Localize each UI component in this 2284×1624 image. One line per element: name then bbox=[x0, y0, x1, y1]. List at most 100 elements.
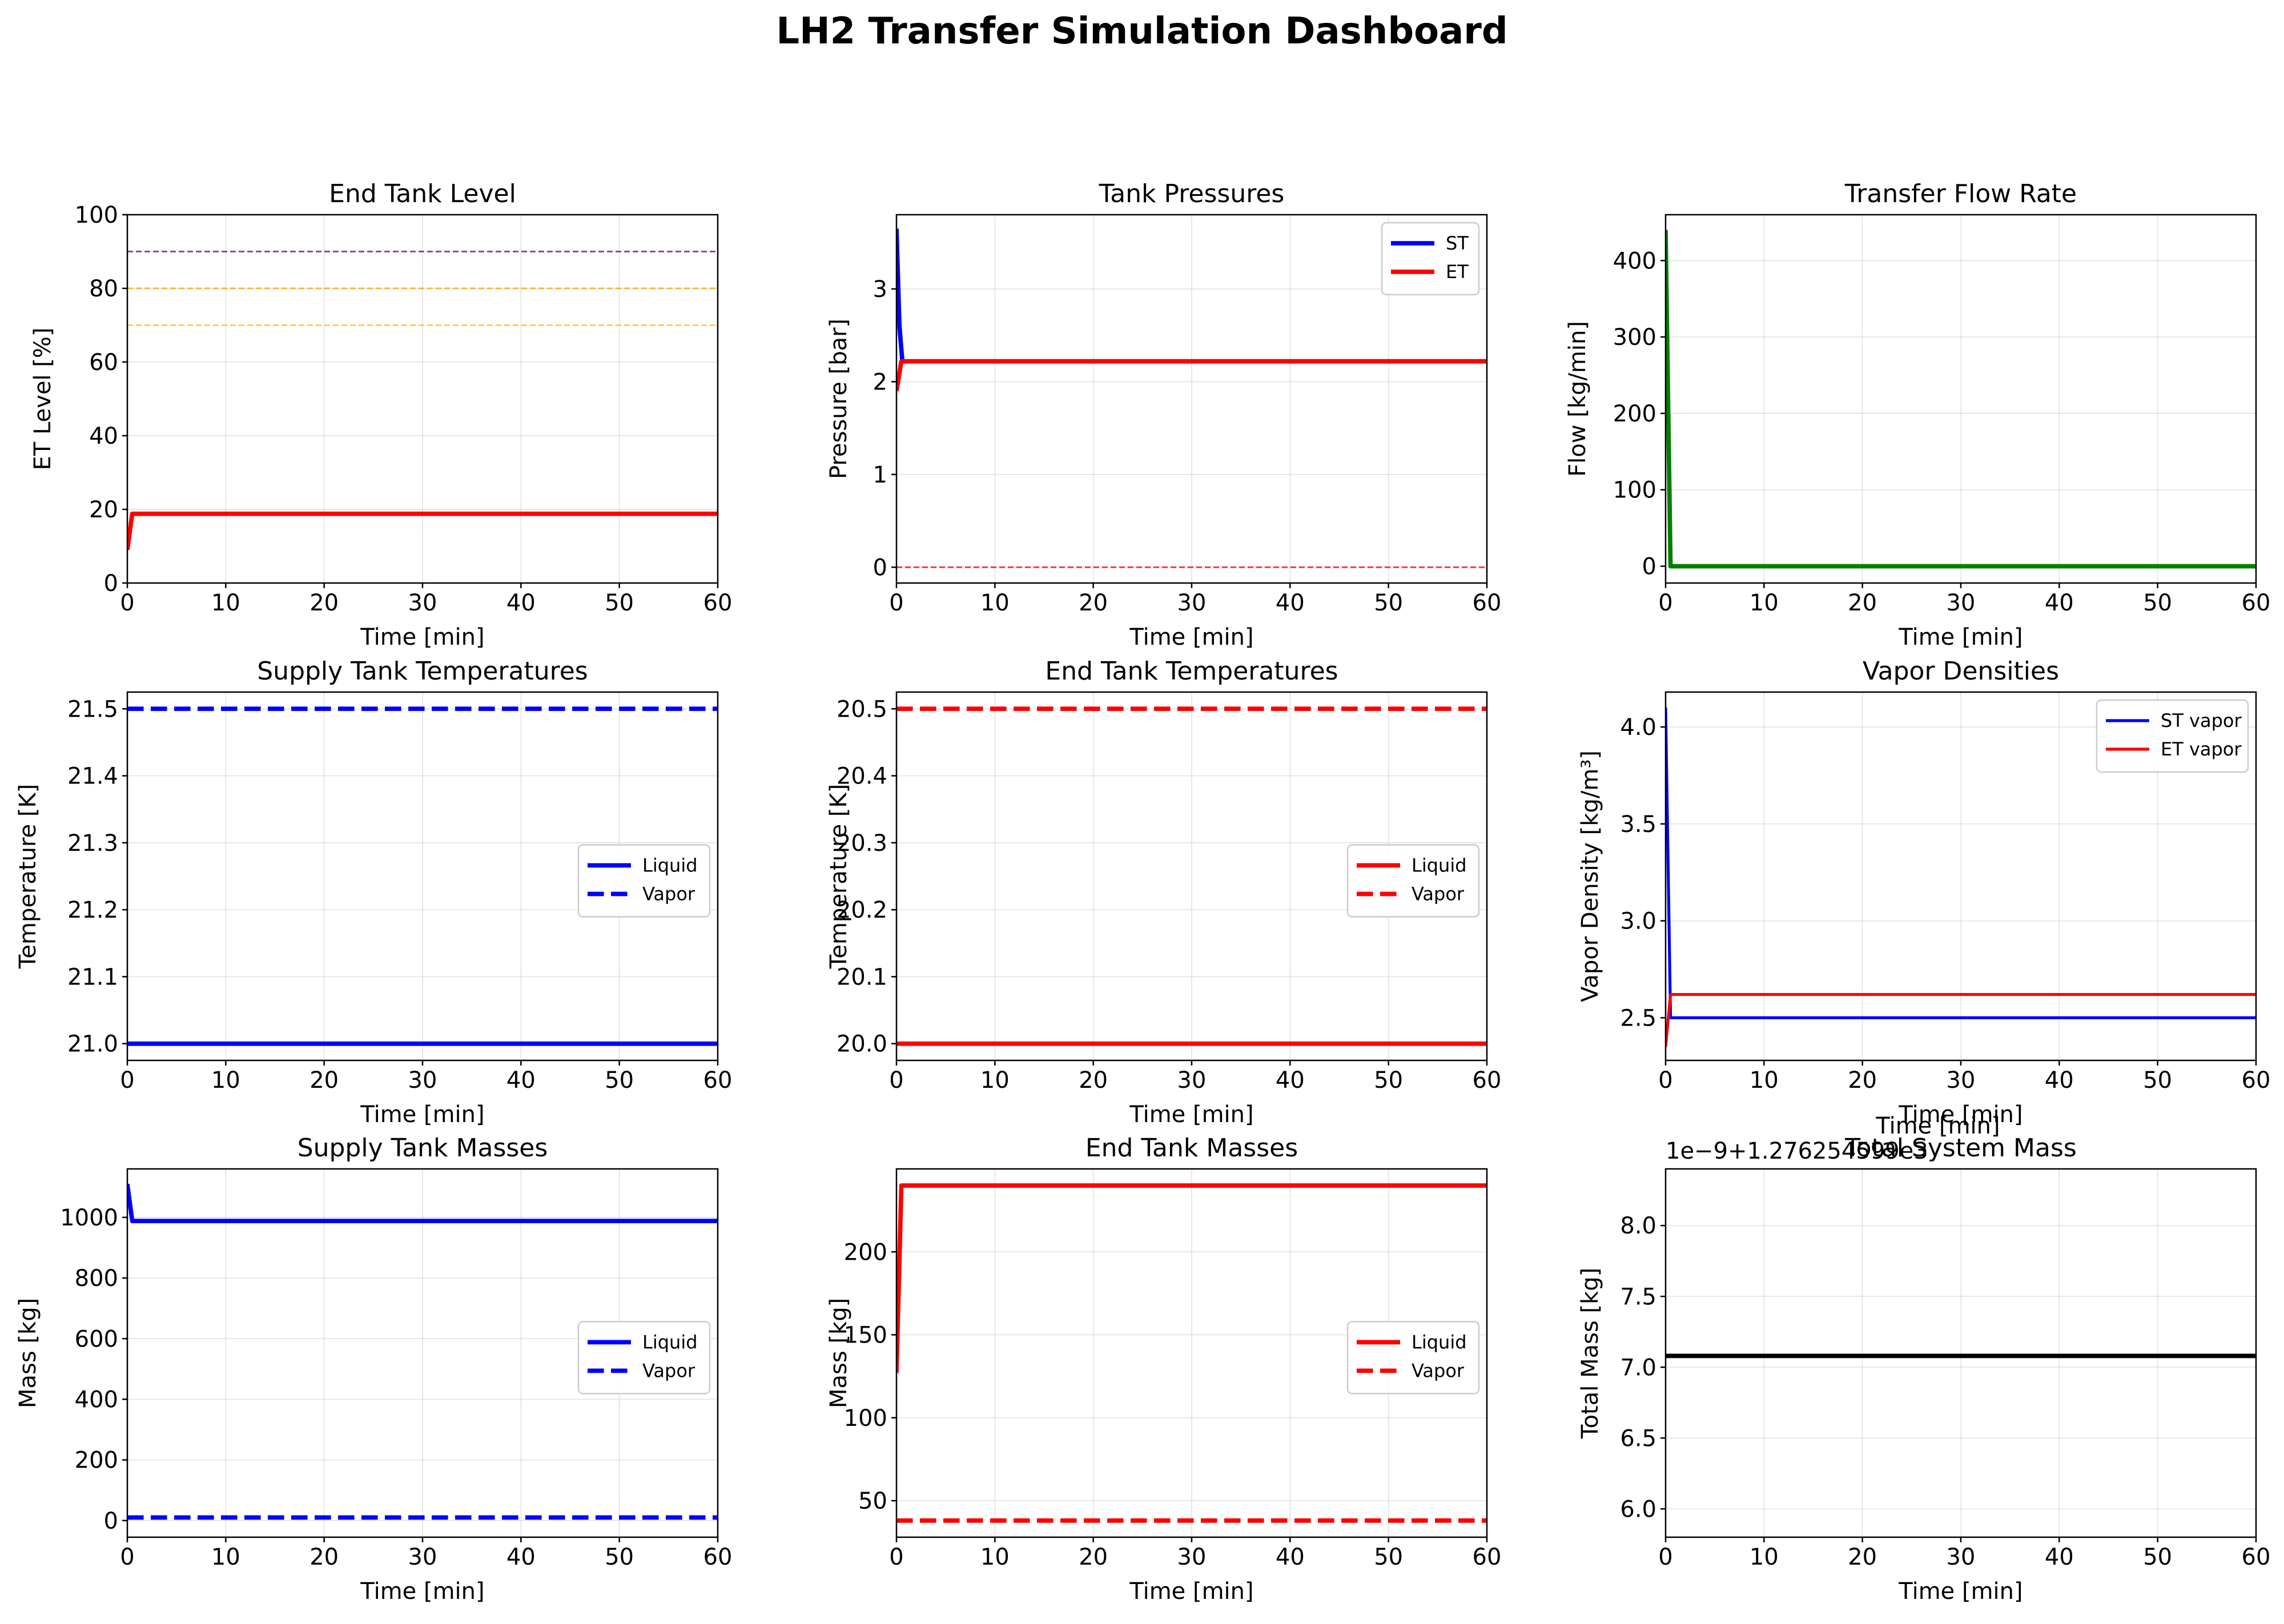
y-axis-label: Temperature [K] bbox=[826, 784, 852, 970]
y-axis-label: Temperature [K] bbox=[15, 784, 41, 970]
y-tick-label: 7.5 bbox=[1620, 1284, 1656, 1310]
legend: Liquid Vapor bbox=[1346, 844, 1480, 918]
x-tick-label: 50 bbox=[605, 1067, 634, 1094]
x-tick-label: 10 bbox=[1750, 590, 1779, 616]
axis-offset-label: 1e−9+1.276254599e3 bbox=[1666, 1138, 1928, 1164]
y-tick-label: 0 bbox=[104, 1508, 118, 1534]
x-tick-label: 40 bbox=[506, 1067, 536, 1094]
x-tick-label: 50 bbox=[2143, 1067, 2172, 1094]
x-tick-label: 40 bbox=[2045, 590, 2074, 616]
y-tick-label: 300 bbox=[1613, 324, 1656, 351]
x-tick-label: 10 bbox=[1750, 1067, 1779, 1094]
legend-label: ST vapor bbox=[2161, 710, 2242, 731]
x-axis-label: Time [min] bbox=[360, 1102, 484, 1128]
x-tick-label: 10 bbox=[211, 1544, 240, 1570]
x-tick-label: 0 bbox=[120, 1067, 134, 1094]
series-line-st-vapor bbox=[1666, 708, 2256, 1019]
y-tick-label: 3.5 bbox=[1620, 811, 1656, 838]
y-tick-label: 100 bbox=[75, 202, 118, 228]
y-tick-label: 4.0 bbox=[1620, 714, 1656, 741]
y-tick-label: 3 bbox=[873, 276, 887, 303]
x-axis-label: Time [min] bbox=[1898, 624, 2022, 650]
x-tick-label: 10 bbox=[1750, 1544, 1779, 1570]
y-tick-label: 20 bbox=[89, 497, 118, 523]
x-tick-label: 20 bbox=[1079, 1067, 1108, 1094]
overlap-axis-label: Time [min] bbox=[1875, 1113, 2000, 1139]
x-axis-label: Time [min] bbox=[1129, 624, 1253, 650]
y-tick-label: 150 bbox=[844, 1322, 887, 1349]
legend-box bbox=[1381, 222, 1480, 296]
legend-label: ET bbox=[1446, 261, 1469, 283]
y-axis-label: Flow [kg/min] bbox=[1565, 321, 1591, 477]
legend-label: Vapor bbox=[642, 883, 695, 905]
x-tick-label: 0 bbox=[889, 590, 903, 616]
x-axis-label: Time [min] bbox=[1898, 1102, 2022, 1128]
x-tick-label: 0 bbox=[120, 1544, 134, 1570]
y-tick-label: 200 bbox=[844, 1239, 887, 1265]
x-tick-label: 40 bbox=[506, 590, 536, 616]
x-tick-label: 0 bbox=[889, 1067, 903, 1094]
y-tick-label: 2 bbox=[873, 369, 887, 395]
y-tick-label: 0 bbox=[104, 570, 118, 597]
series-line-0 bbox=[127, 511, 718, 550]
x-tick-label: 20 bbox=[309, 1544, 339, 1570]
x-axis-label: Time [min] bbox=[360, 1578, 484, 1605]
y-tick-label: 21.4 bbox=[67, 763, 118, 790]
legend-label: Liquid bbox=[642, 855, 698, 877]
legend-label: Vapor bbox=[1412, 1360, 1465, 1382]
x-tick-label: 20 bbox=[1079, 1544, 1108, 1570]
x-tick-label: 30 bbox=[1947, 1067, 1976, 1094]
y-tick-label: 2.5 bbox=[1620, 1005, 1656, 1031]
y-tick-label: 20.2 bbox=[837, 897, 887, 923]
legend-box bbox=[2096, 699, 2249, 773]
x-tick-label: 40 bbox=[1276, 1067, 1305, 1094]
y-tick-label: 3.0 bbox=[1620, 909, 1656, 935]
y-tick-label: 0 bbox=[1642, 554, 1656, 580]
x-tick-label: 30 bbox=[408, 1067, 437, 1094]
supply-tank-temperatures-panel: 0 10 20 30 40 50 60 21.0 21.1 21.2 21.3 21.4 21.5 Sup… bbox=[15, 657, 732, 1128]
x-tick-label: 0 bbox=[1658, 1067, 1672, 1094]
x-tick-label: 50 bbox=[1374, 1544, 1403, 1570]
x-tick-label: 10 bbox=[211, 590, 240, 616]
y-tick-label: 21.3 bbox=[67, 830, 118, 857]
legend-label: Liquid bbox=[1412, 855, 1467, 877]
x-tick-label: 30 bbox=[1177, 1544, 1207, 1570]
y-tick-label: 400 bbox=[75, 1386, 118, 1413]
y-tick-label: 0 bbox=[873, 554, 887, 581]
panel-title: Tank Pressures bbox=[1099, 179, 1285, 208]
y-tick-label: 1 bbox=[873, 462, 887, 488]
x-tick-label: 60 bbox=[703, 1544, 733, 1570]
legend-box bbox=[577, 844, 711, 918]
panel-title: End Tank Temperatures bbox=[1045, 657, 1338, 686]
legend-label: ET vapor bbox=[2161, 738, 2242, 760]
y-tick-label: 600 bbox=[75, 1326, 118, 1352]
y-tick-label: 21.5 bbox=[67, 696, 118, 722]
y-tick-label: 100 bbox=[844, 1405, 887, 1432]
series-line-et-vapor bbox=[1666, 993, 2256, 1047]
x-tick-label: 30 bbox=[408, 590, 437, 616]
x-tick-label: 60 bbox=[1473, 1544, 1502, 1570]
x-tick-label: 20 bbox=[1848, 590, 1877, 616]
total-system-mass-panel: 0 10 20 30 40 50 60 6.0 6.5 7.0 7.5 8.0 Total System… bbox=[1577, 1113, 2270, 1605]
y-tick-label: 7.0 bbox=[1620, 1354, 1656, 1381]
x-tick-label: 20 bbox=[1848, 1067, 1877, 1094]
figure-title: LH2 Transfer Simulation Dashboard bbox=[776, 10, 1508, 53]
y-tick-label: 1000 bbox=[60, 1205, 118, 1231]
x-axis-label: Time [min] bbox=[1129, 1102, 1253, 1128]
x-axis-label: Time [min] bbox=[1129, 1578, 1253, 1605]
legend-box bbox=[1346, 1321, 1480, 1394]
y-axis-label: ET Level [%] bbox=[30, 328, 56, 471]
y-tick-label: 21.1 bbox=[67, 964, 118, 990]
y-tick-label: 50 bbox=[858, 1488, 887, 1514]
x-tick-label: 10 bbox=[980, 1067, 1010, 1094]
x-tick-label: 20 bbox=[1848, 1544, 1877, 1570]
y-axis-label: Mass [kg] bbox=[826, 1298, 852, 1408]
x-tick-label: 50 bbox=[605, 590, 634, 616]
x-tick-label: 0 bbox=[1658, 590, 1672, 616]
series-line-0 bbox=[1666, 230, 2256, 569]
legend: Liquid Vapor bbox=[577, 1321, 711, 1394]
panel-title: Supply Tank Masses bbox=[297, 1133, 548, 1163]
x-tick-label: 40 bbox=[2045, 1067, 2074, 1094]
